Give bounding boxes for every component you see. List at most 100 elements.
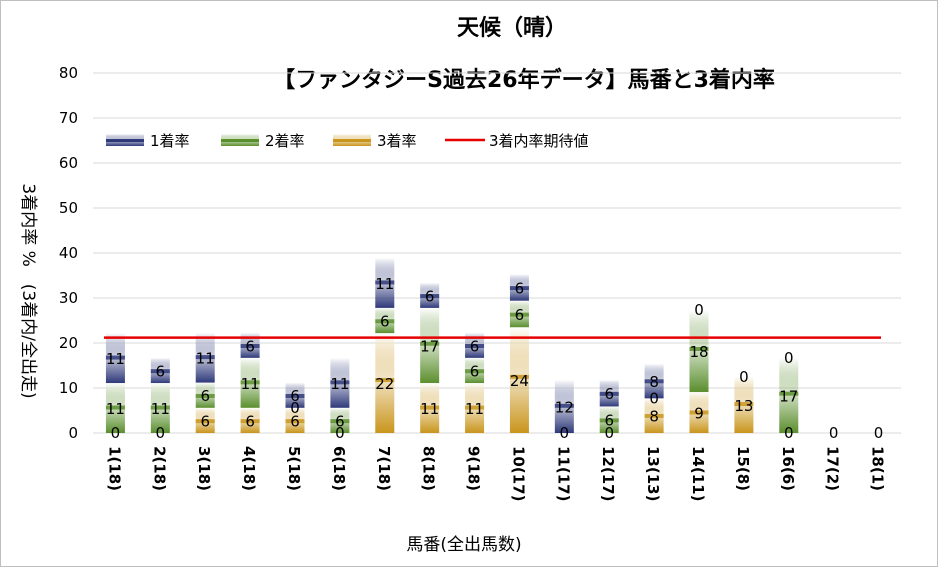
data-label-2着率: 0 (290, 399, 300, 417)
data-label-3着率: 6 (290, 412, 300, 430)
x-tick-label: 6(18) (330, 446, 348, 491)
x-tick-label: 11(17) (554, 446, 572, 501)
data-label-3着率: 0 (111, 424, 121, 442)
data-label-3着率: 11 (465, 400, 484, 418)
bar-2着率 (689, 310, 709, 393)
bar-band-1着率 (554, 403, 574, 408)
data-label-2着率: 6 (335, 412, 345, 430)
data-label-2着率: 11 (151, 400, 170, 418)
data-label-2着率: 17 (779, 387, 798, 405)
data-label-1着率: 11 (330, 375, 349, 393)
data-label-2着率: 11 (106, 400, 125, 418)
data-label-3着率: 0 (784, 424, 794, 442)
bar-band-3着率 (285, 419, 305, 424)
bar-band-1着率 (105, 355, 125, 360)
data-label-3着率: 8 (649, 408, 659, 426)
bar-band-3着率 (509, 374, 529, 379)
data-label-1着率: 8 (649, 373, 659, 391)
bar-3着率 (375, 333, 395, 433)
bar-band-1着率 (285, 393, 305, 398)
y-tick-label: 20 (59, 334, 78, 352)
bar-band-3着率 (375, 378, 395, 383)
data-label-1着率: 6 (425, 287, 435, 305)
data-label-1着率: 0 (874, 424, 884, 442)
bar-band-1着率 (330, 380, 350, 385)
data-label-1着率: 11 (196, 350, 215, 368)
bar-band-1着率 (644, 379, 664, 384)
bar-band-3着率 (465, 405, 485, 410)
data-label-2着率: 6 (470, 362, 480, 380)
data-label-2着率: 18 (689, 343, 708, 361)
bar-band-2着率 (375, 319, 395, 324)
data-label-1着率: 0 (829, 424, 839, 442)
legend-swatch-band (106, 139, 144, 142)
bar-band-2着率 (330, 419, 350, 424)
x-tick-label: 2(18) (150, 446, 168, 491)
chart-subtitle: 【ファンタジーS過去26年データ】馬番と3着内率 (273, 67, 775, 93)
x-tick-label: 1(18) (105, 446, 123, 491)
bar-band-3着率 (734, 402, 754, 407)
bar-band-3着率 (689, 410, 709, 415)
x-tick-label: 3(18) (195, 446, 213, 491)
bar-band-1着率 (599, 391, 619, 396)
bar-band-1着率 (195, 355, 215, 360)
data-label-3着率: 22 (375, 375, 394, 393)
legend: 1着率 2着率 3着率 3着内率期待値 (106, 132, 589, 150)
x-tick-label: 7(18) (375, 446, 393, 491)
x-tick-label: 5(18) (285, 446, 303, 491)
data-label-3着率: 24 (510, 372, 529, 390)
legend-label: 3着率 (377, 132, 417, 150)
data-label-1着率: 11 (106, 350, 125, 368)
y-axis-ticks: 0 10 20 30 40 50 60 70 80 (59, 64, 78, 442)
x-axis-ticks: 1(18) 2(18) 3(18) 4(18) 5(18) 6(18) 7(18) 8(18)… (105, 446, 886, 501)
x-tick-label: 12(17) (599, 446, 617, 501)
bar-band-1着率 (375, 280, 395, 285)
data-label-1着率: 6 (604, 385, 614, 403)
x-tick-label: 4(18) (240, 446, 258, 491)
bar-band-2着率 (465, 369, 485, 374)
legend-label: 3着内率期待値 (489, 132, 589, 150)
data-label-1着率: 0 (694, 301, 704, 319)
data-label-1着率: 6 (156, 362, 166, 380)
bar-3着率 (509, 327, 529, 433)
data-label-1着率: 6 (470, 337, 480, 355)
x-tick-label: 9(18) (465, 446, 483, 491)
x-tick-label: 10(17) (509, 446, 527, 501)
data-label-1着率: 11 (375, 275, 394, 293)
x-tick-label: 16(6) (779, 446, 797, 491)
bar-band-3着率 (240, 419, 260, 424)
legend-label: 2着率 (265, 132, 305, 150)
data-label-1着率: 0 (739, 368, 749, 386)
y-tick-label: 0 (68, 424, 78, 442)
bar-band-1着率 (240, 343, 260, 348)
data-label-2着率: 6 (200, 387, 210, 405)
data-label-3着率: 6 (200, 412, 210, 430)
data-label-3着率: 0 (560, 424, 570, 442)
legend-label: 1着率 (150, 132, 190, 150)
bar-band-1着率 (465, 343, 485, 348)
bar-band-2着率 (150, 405, 170, 410)
data-label-2着率: 11 (241, 375, 260, 393)
bar-band-1着率 (420, 294, 440, 299)
x-tick-label: 13(13) (644, 446, 662, 501)
data-label-1着率: 12 (555, 398, 574, 416)
bar-band-1着率 (509, 286, 529, 291)
data-label-3着率: 11 (420, 400, 439, 418)
data-label-1着率: 6 (245, 337, 255, 355)
x-tick-label: 18(1) (869, 446, 887, 491)
x-tick-label: 15(8) (734, 446, 752, 491)
bar-band-2着率 (240, 380, 260, 385)
x-tick-label: 8(18) (420, 446, 438, 491)
y-tick-label: 70 (59, 109, 78, 127)
x-axis-title: 馬番(全出馬数) (406, 535, 521, 555)
data-label-1着率: 6 (290, 387, 300, 405)
data-label-2着率: 17 (420, 337, 439, 355)
y-tick-label: 50 (59, 199, 78, 217)
bar-band-2着率 (105, 405, 125, 410)
bar-band-2着率 (420, 341, 440, 346)
data-label-2着率: 6 (604, 412, 614, 430)
x-tick-label: 17(2) (824, 446, 842, 491)
